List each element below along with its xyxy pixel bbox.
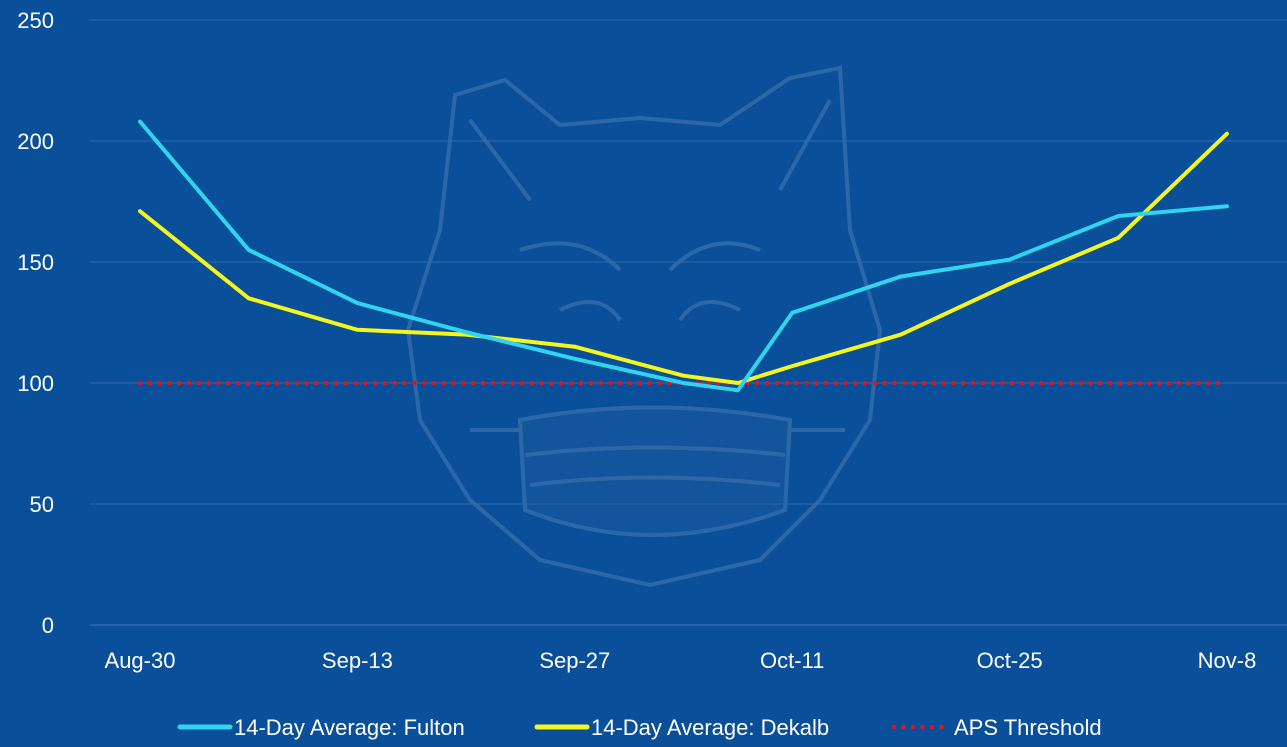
x-tick-label: Sep-13 [322,648,393,673]
y-tick-label: 0 [42,613,54,638]
y-tick-label: 200 [17,129,54,154]
legend-label: APS Threshold [954,715,1102,740]
y-axis-tick-labels: 0 50 100 150 200 250 [17,8,54,638]
legend-label: 14-Day Average: Dekalb [591,715,829,740]
x-axis-tick-labels: Aug-30 Sep-13 Sep-27 Oct-11 Oct-25 Nov-8 [105,648,1257,673]
x-tick-label: Nov-8 [1198,648,1257,673]
legend-item-fulton: 14-Day Average: Fulton [177,715,465,740]
masked-wolf-watermark [405,65,883,588]
x-tick-label: Aug-30 [105,648,176,673]
y-tick-label: 100 [17,371,54,396]
series-line-fulton [138,119,1229,393]
chart-series [137,119,1230,393]
y-tick-label: 150 [17,250,54,275]
x-tick-label: Sep-27 [539,648,610,673]
y-tick-label: 250 [17,8,54,33]
x-tick-label: Oct-25 [977,648,1043,673]
series-line-dekalb [138,131,1229,385]
x-tick-label: Oct-11 [760,648,824,673]
chart-legend: 14-Day Average: Fulton 14-Day Average: De… [177,715,1102,740]
legend-item-aps-threshold: APS Threshold [891,715,1102,740]
legend-label: 14-Day Average: Fulton [234,715,465,740]
legend-item-dekalb: 14-Day Average: Dekalb [534,715,829,740]
y-tick-label: 50 [30,492,54,517]
